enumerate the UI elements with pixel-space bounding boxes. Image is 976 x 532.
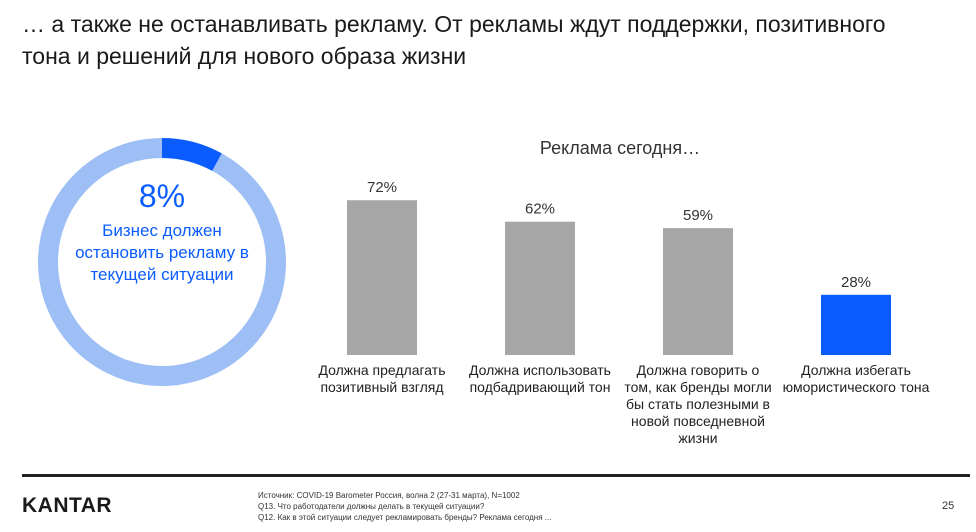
category-label: Должна предлагать позитивный взгляд <box>318 362 445 395</box>
bar-chart: 72% Должна предлагать позитивный взгляд 62%… <box>318 179 930 446</box>
donut-percent: 8% <box>138 178 186 214</box>
source-notes: Источник: COVID-19 Barometer Россия, вол… <box>258 490 551 523</box>
chart-title: Реклама сегодня… <box>539 138 701 158</box>
bar <box>505 221 575 355</box>
bar-value-label: 62% <box>525 201 555 218</box>
category-label: Должна говорить о том, как бренды могли бы… <box>624 362 771 446</box>
bar <box>347 200 417 355</box>
bar <box>821 294 891 355</box>
category-label: Должна использовать подбадривающий тон <box>469 362 611 395</box>
donut-label: Бизнес должен остановить рекламу в текущ… <box>75 221 249 284</box>
donut-highlight-arc <box>161 138 222 172</box>
slide-title: … а также не останавливать рекламу. От р… <box>22 11 886 69</box>
bar-value-label: 59% <box>683 207 713 224</box>
source-line: Q12. Как в этой ситуации следует реклами… <box>258 513 552 522</box>
source-line: Источник: COVID-19 Barometer Россия, вол… <box>258 491 520 500</box>
donut-chart <box>38 138 286 386</box>
kantar-logo: KANTAR <box>22 494 113 517</box>
source-line: Q13. Что работодатели должны делать в те… <box>258 502 485 511</box>
bar-value-label: 28% <box>841 274 871 291</box>
page-number: 25 <box>942 500 955 512</box>
bar-value-label: 72% <box>367 179 397 196</box>
category-label: Должна избегать юмористического тона <box>783 362 930 395</box>
bar <box>663 228 733 355</box>
footer-divider <box>22 474 970 477</box>
